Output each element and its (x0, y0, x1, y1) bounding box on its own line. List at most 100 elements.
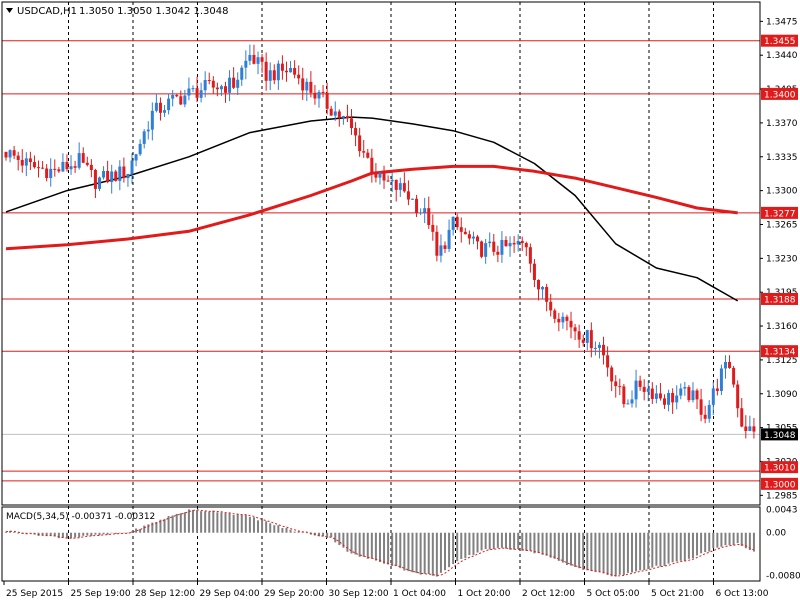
macd-bar (476, 532, 479, 553)
candle-body (325, 92, 329, 109)
macd-bar (326, 532, 329, 539)
candle-body (4, 151, 8, 158)
candle-body (577, 331, 581, 340)
candle-body (711, 388, 715, 405)
dropdown-triangle-icon[interactable] (6, 8, 13, 13)
macd-bar (732, 532, 735, 546)
candles (4, 44, 756, 439)
candle-body (496, 251, 500, 255)
y-tick-label: 1.3370 (766, 119, 798, 129)
macd-bar (257, 520, 260, 533)
candle-body (419, 212, 423, 214)
macd-bar (679, 532, 682, 561)
candle-body (171, 94, 175, 99)
chart-header[interactable]: USDCAD,H1 1.3050 1.3050 1.3042 1.3048 (6, 6, 229, 17)
candle-body (390, 179, 394, 182)
macd-bar (716, 532, 719, 548)
macd-bar (82, 532, 85, 536)
macd-panel-frame (1, 506, 761, 582)
candle-body (459, 227, 463, 232)
candle-body (719, 368, 723, 391)
candle-body (301, 78, 305, 91)
macd-bar (61, 532, 64, 538)
macd-bar (614, 532, 617, 577)
candle-body (179, 96, 183, 105)
macd-bar (549, 532, 552, 558)
candle-body (589, 330, 593, 349)
macd-bar (431, 532, 434, 576)
candle-body (447, 229, 451, 249)
macd-bar (415, 532, 418, 574)
candle-body (228, 77, 232, 93)
candle-body (77, 153, 81, 168)
macd-bar (301, 531, 304, 533)
candle-body (57, 169, 61, 172)
macd-bar (683, 532, 686, 562)
candle-body (508, 242, 512, 247)
candle-body (28, 158, 32, 163)
macd-bar (358, 532, 361, 557)
macd-bar (517, 532, 520, 550)
macd-bar (163, 518, 166, 533)
candle-body (41, 167, 45, 169)
candle-body (585, 330, 589, 343)
macd-bar (362, 532, 365, 557)
candle-body (163, 110, 167, 113)
macd-bar (395, 532, 398, 567)
candle-body (610, 367, 614, 382)
candle-body (675, 395, 679, 403)
candle-body (8, 150, 12, 158)
macd-bar (338, 532, 341, 546)
macd-bar (171, 515, 174, 533)
macd-bar (334, 532, 337, 543)
levels-layer (2, 40, 760, 482)
macd-bar (565, 532, 568, 566)
x-tick-label: 6 Oct 13:00 (716, 589, 769, 599)
macd-bar (196, 510, 199, 533)
macd-bar (639, 532, 642, 571)
candle-body (524, 243, 528, 248)
macd-bar (570, 532, 573, 566)
y-tick-label: 1.3440 (766, 51, 798, 61)
macd-bar (561, 532, 564, 563)
candle-body (130, 160, 134, 175)
macd-bar (65, 532, 68, 539)
candle-body (350, 118, 354, 129)
macd-bar (159, 519, 162, 533)
macd-bar (671, 532, 674, 563)
candle-body (715, 388, 719, 391)
macd-y-tick-label: -0.0080 (766, 572, 800, 582)
macd-bar (78, 532, 81, 538)
candle-body (410, 198, 414, 200)
candle-body (232, 77, 236, 88)
candle-body (443, 245, 447, 249)
macd-bar (45, 532, 48, 536)
candle-body (89, 164, 93, 170)
candle-body (423, 208, 427, 213)
candle-body (545, 287, 549, 302)
candle-body (541, 287, 545, 290)
candle-body (289, 68, 293, 73)
macd-bar (200, 511, 203, 533)
macd-signal-line (5, 509, 755, 577)
macd-bar (350, 532, 353, 554)
macd-bar (122, 532, 125, 534)
y-tick-label: 1.2985 (766, 491, 798, 501)
macd-bar (179, 513, 182, 533)
macd-bar (525, 532, 528, 551)
macd-bar (5, 531, 7, 533)
candle-body (122, 166, 126, 179)
macd-bar (147, 524, 150, 533)
macd-bar (460, 532, 463, 559)
macd-bar (49, 532, 52, 536)
macd-bar (269, 523, 272, 533)
candle-body (183, 95, 187, 105)
candle-body (114, 171, 118, 181)
macd-bar (464, 532, 467, 558)
macd-bar (724, 532, 727, 546)
macd-bar (224, 513, 227, 533)
x-tick-label: 5 Oct 05:00 (587, 589, 640, 599)
